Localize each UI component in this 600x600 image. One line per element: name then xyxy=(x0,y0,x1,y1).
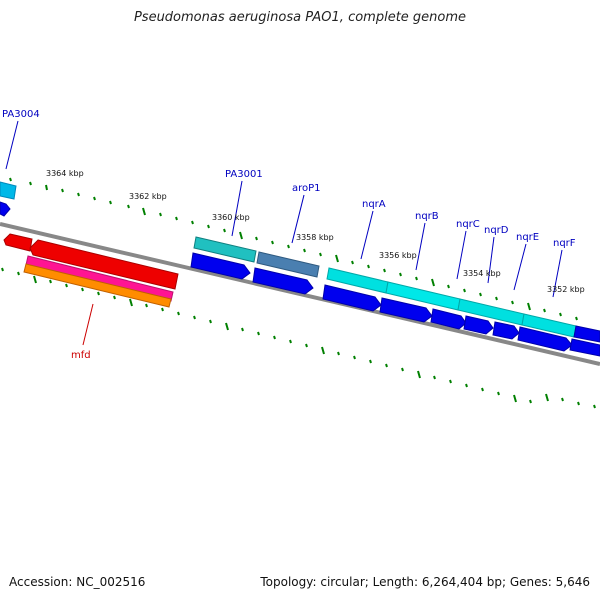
scale-ticks-inner xyxy=(1,267,596,409)
cds-arrow[interactable] xyxy=(322,284,382,312)
scale-label: 3356 kbp xyxy=(379,251,417,260)
gene-label-nqrd[interactable]: nqrD xyxy=(484,225,509,236)
gene-arop1-feature[interactable] xyxy=(256,251,320,278)
mfd-leader xyxy=(82,303,94,346)
gene-label-mfd[interactable]: mfd xyxy=(71,350,91,361)
gene-mfd-feature[interactable] xyxy=(29,239,179,290)
reverse-genes[interactable] xyxy=(3,233,179,308)
scale-label: 3364 kbp xyxy=(46,169,84,178)
gene-nqr-extra-feature[interactable] xyxy=(573,325,600,343)
scale-label: 3362 kbp xyxy=(129,192,167,201)
gene-label-nqrc[interactable]: nqrC xyxy=(456,219,480,230)
gene-red-small[interactable] xyxy=(3,233,33,252)
gene-label-nqrf[interactable]: nqrF xyxy=(553,238,576,249)
gene-label-nqra[interactable]: nqrA xyxy=(362,199,386,210)
gene-orange-feature[interactable] xyxy=(23,263,172,308)
scale-label: 3358 kbp xyxy=(296,233,334,242)
cds-forward[interactable] xyxy=(0,201,600,357)
label-leaders xyxy=(5,120,563,298)
cds-arrow[interactable] xyxy=(517,326,573,352)
gene-label-nqrb[interactable]: nqrB xyxy=(415,211,439,222)
genome-backbone xyxy=(0,222,600,366)
cds-arrow[interactable] xyxy=(0,201,11,217)
scale-label: 3354 kbp xyxy=(463,269,501,278)
cds-arrow[interactable] xyxy=(463,315,494,335)
genome-summary: Topology: circular; Length: 6,264,404 bp… xyxy=(260,575,590,589)
gene-label-pa3004[interactable]: PA3004 xyxy=(2,109,40,120)
scale-ticks-outer xyxy=(9,177,578,321)
cds-arrow[interactable] xyxy=(430,308,467,330)
gene-pa3004-feature[interactable] xyxy=(0,181,17,200)
cds-arrow[interactable] xyxy=(569,338,600,357)
cds-arrow[interactable] xyxy=(379,297,433,323)
gene-label-nqre[interactable]: nqrE xyxy=(516,232,539,243)
map-title: Pseudomonas aeruginosa PAO1, complete ge… xyxy=(133,10,467,25)
gene-label-pa3001[interactable]: PA3001 xyxy=(225,169,263,180)
scale-label: 3352 kbp xyxy=(547,285,585,294)
gene-pa3001-feature[interactable] xyxy=(193,236,257,263)
accession-label: Accession: NC_002516 xyxy=(9,575,146,589)
cds-arrow[interactable] xyxy=(492,321,520,340)
scale-label: 3360 kbp xyxy=(212,213,250,222)
cds-arrow[interactable] xyxy=(190,252,251,280)
forward-genes[interactable] xyxy=(0,181,600,343)
gene-label-arop1[interactable]: aroP1 xyxy=(292,183,321,194)
cds-arrow[interactable] xyxy=(252,267,314,295)
